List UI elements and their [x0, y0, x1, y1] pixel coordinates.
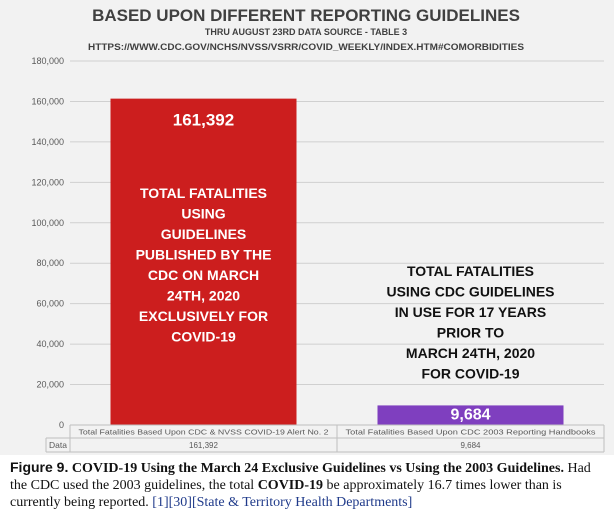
annotation-1-line: PUBLISHED BY THE: [136, 247, 272, 263]
reference-link-30[interactable]: [30]: [168, 495, 192, 510]
y-tick-label: 20,000: [36, 380, 64, 390]
table-row-label: Data: [49, 440, 67, 450]
annotation-1-line: CDC ON MARCH: [148, 267, 259, 283]
y-tick-label: 60,000: [36, 299, 64, 309]
figure-caption: Figure 9. COVID-19 Using the March 24 Ex…: [10, 459, 610, 511]
chart-subtitle-source: THRU AUGUST 23RD DATA SOURCE - TABLE 3: [205, 27, 407, 37]
caption-bold-term: COVID-19: [257, 478, 324, 493]
table-cell-1: 161,392: [189, 441, 218, 450]
y-tick-label: 80,000: [36, 258, 64, 268]
reference-link-health-departments[interactable]: [State & Territory Health Departments]: [191, 495, 413, 510]
annotation-1-line: TOTAL FATALITIES: [140, 185, 267, 201]
chart-title: BASED UPON DIFFERENT REPORTING GUIDELINE…: [92, 6, 520, 25]
y-tick-label: 140,000: [31, 137, 64, 147]
caption-label: Figure 9.: [10, 459, 69, 475]
y-tick-label: 160,000: [31, 96, 64, 106]
table-cell-2: 9,684: [460, 441, 481, 450]
y-tick-label: 0: [59, 420, 64, 430]
caption-text-1: Had the CDC used the 2003 guidelines, th…: [10, 461, 591, 493]
bar-2: [377, 405, 564, 425]
annotation-1-line: 24TH, 2020: [167, 288, 240, 304]
annotation-2-line: MARCH 24TH, 2020: [406, 345, 535, 361]
bar-value-label-1: 161,392: [173, 111, 234, 130]
y-tick-label: 180,000: [31, 56, 64, 66]
annotation-2-line: USING CDC GUIDELINES: [386, 284, 554, 300]
y-tick-label: 40,000: [36, 339, 64, 349]
bar-value-label-2: 9,684: [450, 406, 490, 423]
annotation-1-line: EXCLUSIVELY FOR: [139, 308, 268, 324]
y-tick-label: 100,000: [31, 218, 64, 228]
chart-panel: BASED UPON DIFFERENT REPORTING GUIDELINE…: [0, 0, 614, 455]
x-category-label-1: Total Fatalities Based Upon CDC & NVSS C…: [79, 428, 329, 437]
reference-link-1[interactable]: [1]: [152, 495, 169, 510]
annotation-1-line: GUIDELINES: [161, 226, 247, 242]
caption-title: COVID-19 Using the March 24 Exclusive Gu…: [71, 461, 564, 476]
bar-chart: BASED UPON DIFFERENT REPORTING GUIDELINE…: [31, 6, 605, 453]
annotation-2-line: FOR COVID-19: [421, 366, 519, 382]
chart-subtitle-url: HTTPS://WWW.CDC.GOV/NCHS/NVSS/VSRR/COVID…: [88, 42, 524, 53]
annotation-2-line: PRIOR TO: [437, 325, 505, 341]
x-category-label-2: Total Fatalities Based Upon CDC 2003 Rep…: [346, 428, 596, 437]
bar-1: [110, 98, 297, 425]
annotation-2-line: TOTAL FATALITIES: [407, 263, 534, 279]
y-tick-label: 120,000: [31, 177, 64, 187]
annotation-1-line: COVID-19: [171, 329, 236, 345]
annotation-1-line: USING: [181, 206, 225, 222]
caption-text-2: be approximately 16.7 times lower than i…: [10, 478, 562, 510]
annotation-2-line: IN USE FOR 17 YEARS: [395, 304, 546, 320]
